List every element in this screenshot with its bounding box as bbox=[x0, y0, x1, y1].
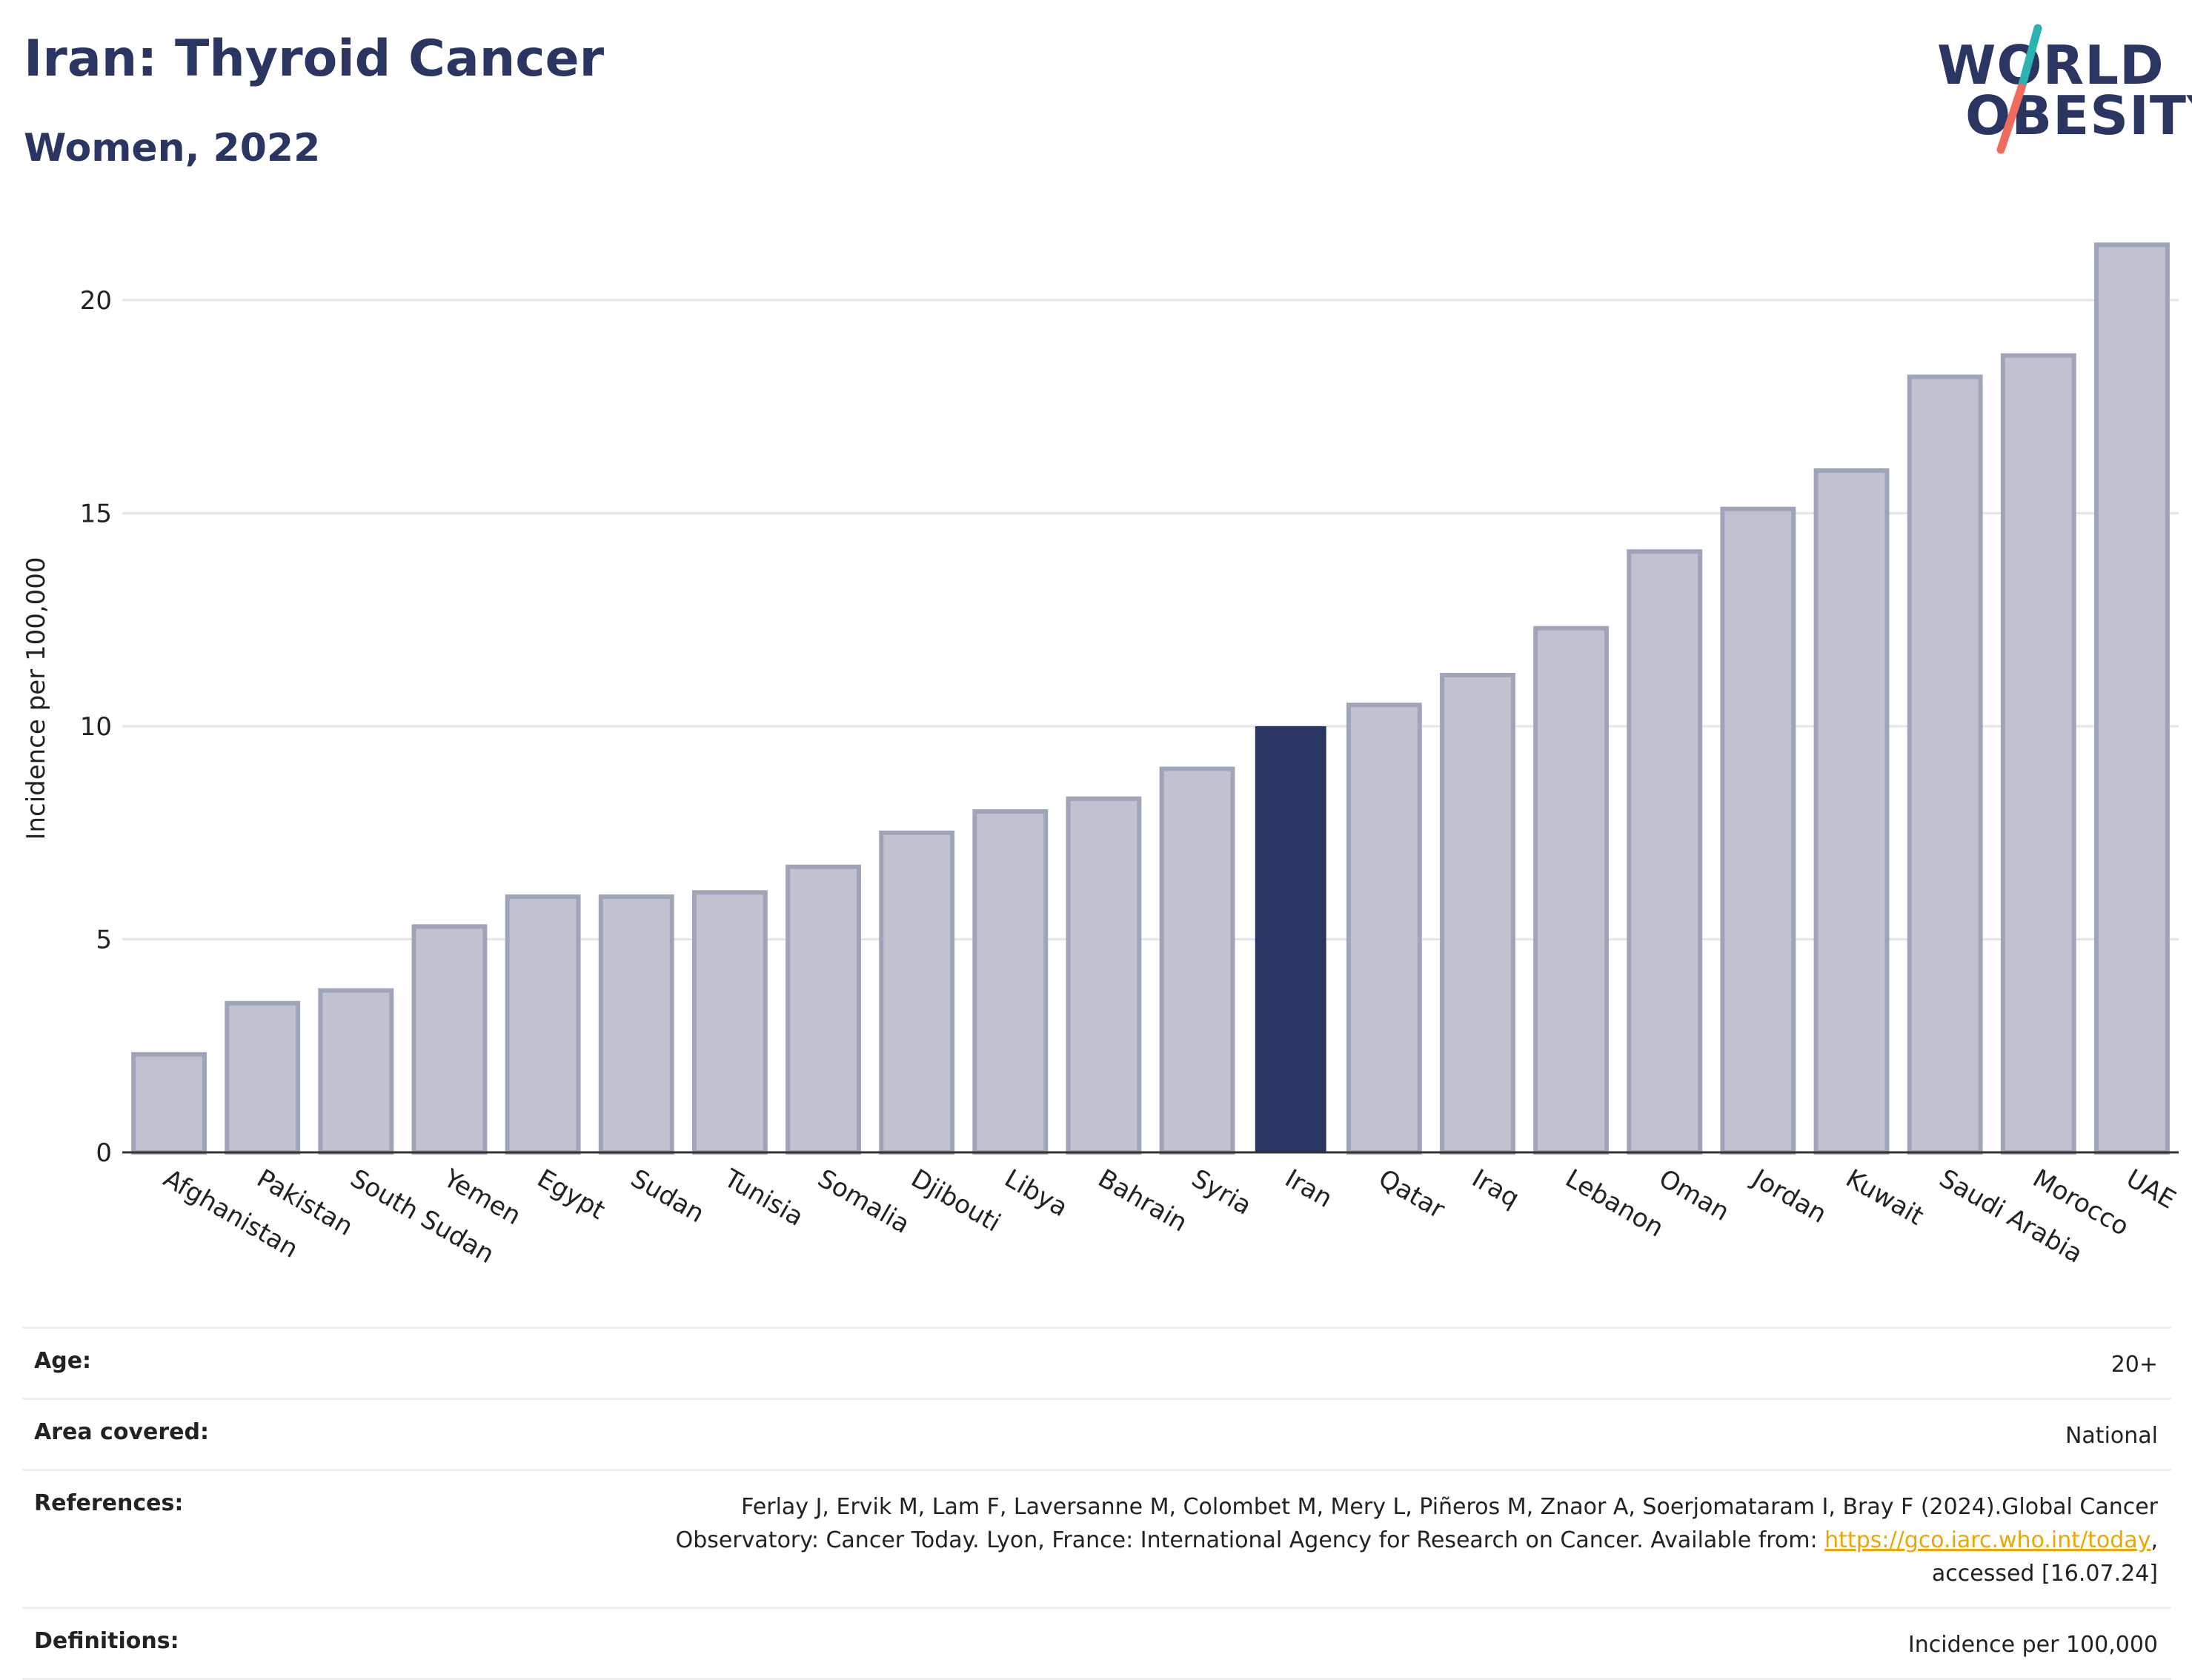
x-tick-label: UAE bbox=[2121, 1163, 2180, 1215]
world-obesity-logo: WORLD OBESITY bbox=[1927, 22, 2192, 156]
bar-djibouti bbox=[879, 830, 955, 1155]
bar-lebanon bbox=[1533, 625, 1610, 1155]
references-text: Ferlay J, Ervik M, Lam F, Laversanne M, … bbox=[675, 1494, 2158, 1553]
bar-syria bbox=[1159, 766, 1235, 1155]
x-tick-label: Jordan bbox=[1746, 1163, 1831, 1229]
x-tick-label: Somalia bbox=[813, 1163, 915, 1240]
y-tick-label: 5 bbox=[96, 926, 112, 955]
definitions-value: Incidence per 100,000 bbox=[1907, 1632, 2158, 1658]
chart-title: Iran: Thyroid Cancer bbox=[24, 30, 605, 88]
definitions-label: Definitions: bbox=[34, 1628, 179, 1654]
bar-oman bbox=[1627, 549, 1703, 1155]
references-link[interactable]: https://gco.iarc.who.int/today bbox=[1824, 1527, 2151, 1553]
age-value: 20+ bbox=[2110, 1352, 2158, 1378]
x-tick-label: Lebanon bbox=[1561, 1163, 1669, 1243]
y-axis-label: Incidence per 100,000 bbox=[21, 557, 51, 840]
area-covered-value: National bbox=[2065, 1423, 2158, 1449]
y-tick-label: 0 bbox=[96, 1138, 112, 1168]
y-tick-label: 15 bbox=[80, 499, 112, 529]
bar-somalia bbox=[786, 864, 861, 1155]
info-row-references: References: Ferlay J, Ervik M, Lam F, La… bbox=[22, 1469, 2171, 1607]
bar-egypt bbox=[505, 894, 581, 1155]
bar-saudi-arabia bbox=[1907, 374, 1983, 1155]
references-value: Ferlay J, Ervik M, Lam F, Laversanne M, … bbox=[661, 1490, 2158, 1590]
x-tick-label: Sudan bbox=[625, 1163, 709, 1229]
x-tick-label: Qatar bbox=[1373, 1163, 1449, 1225]
bar-sudan bbox=[598, 894, 674, 1155]
bar-afghanistan bbox=[131, 1052, 207, 1155]
bar-uae bbox=[2094, 242, 2170, 1155]
age-label: Age: bbox=[34, 1348, 92, 1374]
info-row-area: Area covered: National bbox=[22, 1398, 2171, 1469]
bar-qatar bbox=[1346, 703, 1422, 1155]
area-covered-label: Area covered: bbox=[34, 1419, 209, 1445]
references-accessed: , accessed [16.07.24] bbox=[1931, 1527, 2158, 1587]
bar-south-sudan bbox=[318, 988, 394, 1155]
chart-subtitle: Women, 2022 bbox=[24, 126, 321, 170]
x-tick-label: Iraq bbox=[1467, 1163, 1524, 1214]
info-row-age: Age: 20+ bbox=[22, 1327, 2171, 1398]
x-tick-label: Egypt bbox=[532, 1163, 610, 1226]
x-tick-label: Djibouti bbox=[906, 1163, 1006, 1238]
bars-group bbox=[131, 242, 2170, 1155]
bar-yemen bbox=[411, 924, 488, 1155]
y-tick-label: 20 bbox=[80, 286, 112, 316]
bar-kuwait bbox=[1813, 468, 1890, 1155]
bar-tunisia bbox=[691, 890, 768, 1155]
bar-bahrain bbox=[1066, 796, 1142, 1155]
bar-pakistan bbox=[225, 1000, 301, 1155]
logo-word-world: WORLD bbox=[1937, 34, 2165, 96]
bar-iraq bbox=[1440, 673, 1515, 1155]
x-tick-label: Kuwait bbox=[1841, 1163, 1928, 1231]
bar-morocco bbox=[2000, 353, 2076, 1155]
x-tick-label: Libya bbox=[1000, 1163, 1073, 1223]
x-tick-label: Bahrain bbox=[1093, 1163, 1192, 1238]
y-tick-labels: 0 5 10 15 20 bbox=[80, 286, 112, 1168]
x-tick-label: Iran bbox=[1280, 1163, 1337, 1214]
x-tick-label: Tunisia bbox=[719, 1163, 808, 1232]
info-row-definitions: Definitions: Incidence per 100,000 bbox=[22, 1607, 2171, 1680]
bar-iran bbox=[1255, 726, 1326, 1152]
x-tick-label: Syria bbox=[1186, 1163, 1256, 1221]
bar-jordan bbox=[1720, 506, 1796, 1155]
y-tick-label: 10 bbox=[80, 712, 112, 742]
bar-libya bbox=[972, 809, 1049, 1155]
logo-slash-icon bbox=[1996, 24, 2042, 154]
references-label: References: bbox=[34, 1490, 184, 1516]
info-table: Age: 20+ Area covered: National Referenc… bbox=[22, 1327, 2171, 1680]
